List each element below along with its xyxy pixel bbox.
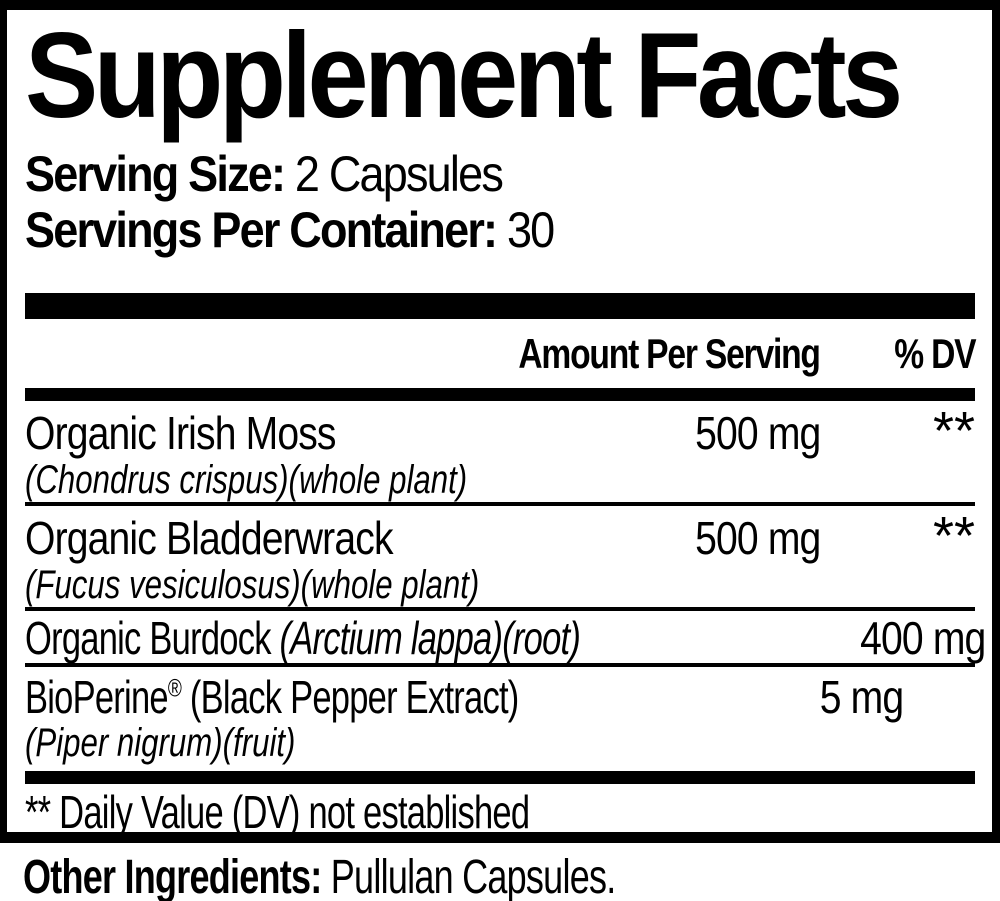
registered-trademark-symbol: ® bbox=[167, 674, 182, 703]
ingredient-row-bioperine: BioPerine® (Black Pepper Extract) 5 mg *… bbox=[25, 667, 975, 771]
serving-size-value: 2 Capsules bbox=[284, 146, 504, 202]
other-ingredients-label: Other Ingredients: bbox=[23, 851, 322, 901]
ingredient-amount: 500 mg bbox=[694, 407, 821, 459]
ingredient-row-bladderwrack: Organic Bladderwrack 500 mg ** (Fucus ve… bbox=[25, 506, 975, 611]
daily-value-footnote: ** Daily Value (DV) not established bbox=[25, 784, 975, 838]
servings-per-container-line: Servings Per Container: 30 bbox=[25, 202, 975, 258]
ingredient-dv: ** bbox=[903, 671, 992, 719]
serving-size-label: Serving Size: bbox=[25, 146, 286, 202]
ingredient-row-burdock: Organic Burdock (Arctium lappa)(root) 40… bbox=[25, 611, 986, 667]
ingredient-name-suffix: (Black Pepper Extract) bbox=[181, 671, 519, 723]
other-ingredients-line: Other Ingredients: Pullulan Capsules. bbox=[0, 854, 1000, 901]
divider-bar-header bbox=[25, 388, 975, 401]
ingredient-name: Organic Bladderwrack bbox=[25, 512, 394, 564]
ingredient-dv: ** bbox=[932, 401, 975, 461]
column-header-row: Amount Per Serving % DV bbox=[25, 319, 977, 388]
column-header-amount: Amount Per Serving bbox=[518, 329, 822, 377]
page-title: Supplement Facts bbox=[25, 12, 975, 138]
column-header-dv: % DV bbox=[893, 329, 976, 377]
other-ingredients-value: Pullulan Capsules. bbox=[321, 851, 616, 901]
ingredient-latin-name: (Piper nigrum)(fruit) bbox=[25, 721, 296, 765]
ingredient-amount: 500 mg bbox=[694, 512, 821, 564]
ingredient-latin-name: (Chondrus crispus)(whole plant) bbox=[25, 458, 468, 502]
ingredient-amount: 5 mg bbox=[819, 671, 904, 723]
ingredient-latin-name: (Arctium lappa)(root) bbox=[279, 612, 581, 664]
ingredient-name: BioPerine bbox=[25, 671, 169, 723]
ingredient-name: Organic Burdock bbox=[25, 612, 280, 664]
title-text: Supplement Facts bbox=[25, 7, 903, 143]
ingredient-latin-name: (Fucus vesiculosus)(whole plant) bbox=[25, 563, 480, 607]
serving-size-line: Serving Size: 2 Capsules bbox=[25, 146, 975, 202]
ingredient-dv: ** bbox=[932, 506, 975, 566]
ingredient-amount: 400 mg bbox=[859, 612, 986, 664]
servings-per-container-label: Servings Per Container: bbox=[25, 202, 498, 258]
facts-box: Supplement Facts Serving Size: 2 Capsule… bbox=[0, 0, 1000, 843]
servings-per-container-value: 30 bbox=[496, 202, 555, 258]
ingredient-row-irish-moss: Organic Irish Moss 500 mg ** (Chondrus c… bbox=[25, 401, 975, 506]
footnote-text: ** Daily Value (DV) not established bbox=[25, 786, 530, 838]
divider-bar-bottom bbox=[25, 771, 975, 784]
divider-bar-top bbox=[25, 293, 975, 319]
ingredient-name: Organic Irish Moss bbox=[25, 407, 336, 459]
ingredient-dv: ** bbox=[985, 613, 992, 659]
